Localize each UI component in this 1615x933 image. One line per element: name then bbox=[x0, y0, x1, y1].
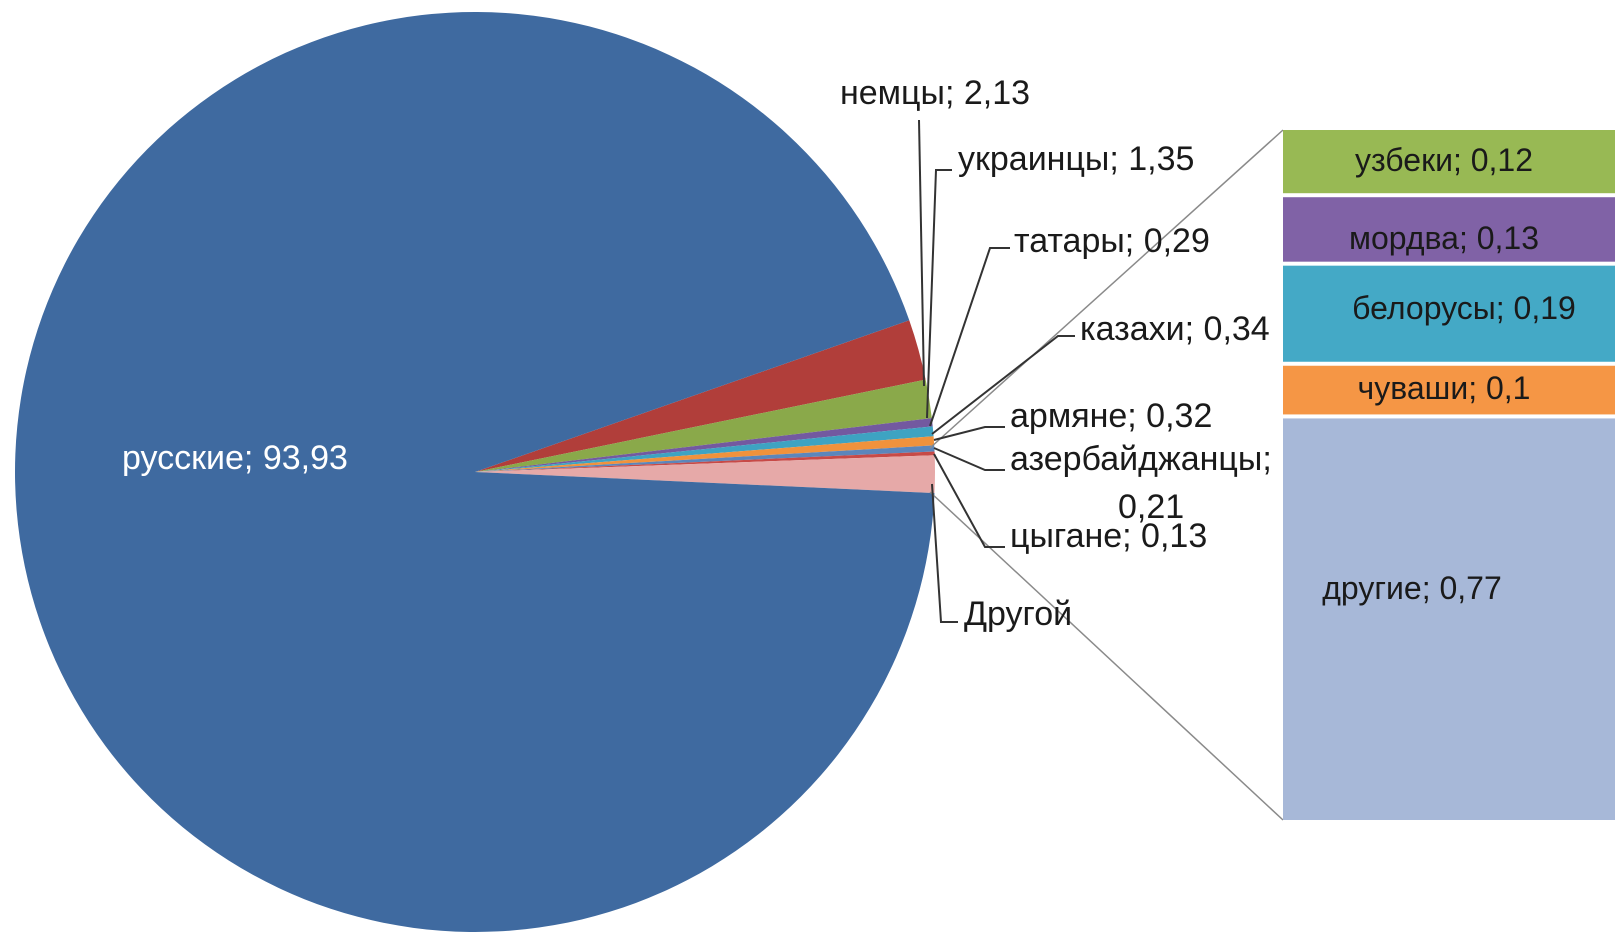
pie-slice-казахи bbox=[475, 426, 934, 472]
pie-slice-украинцы bbox=[475, 379, 932, 472]
leader-nemcy bbox=[918, 119, 925, 387]
leader-armyane bbox=[933, 426, 1005, 441]
leader-cygane bbox=[933, 453, 1005, 548]
bar-segment-чуваши bbox=[1283, 365, 1615, 415]
slice-label-cygane: цыгане; 0,13 bbox=[1010, 517, 1207, 555]
pie-slice-азербайджанцы bbox=[475, 445, 935, 472]
secondary-bar bbox=[1283, 130, 1615, 820]
bar-label-belorusy: белорусы; 0,19 bbox=[1352, 290, 1576, 326]
leader-azerbaidzhancy bbox=[933, 447, 1005, 471]
bar-label-uzbeki: узбеки; 0,12 bbox=[1355, 142, 1533, 178]
bar-label-mordva: мордва; 0,13 bbox=[1349, 220, 1539, 256]
bar-segment-другие bbox=[1283, 418, 1615, 820]
pie-slice-русские bbox=[14, 12, 935, 933]
leader-kazahi bbox=[931, 335, 1075, 435]
pie-slice-татары bbox=[475, 418, 933, 472]
pie-slice-Другой bbox=[475, 455, 935, 494]
bar-segment-белорусы bbox=[1283, 265, 1615, 362]
bar-segment-узбеки bbox=[1283, 130, 1615, 194]
label-leader-lines bbox=[918, 119, 1075, 623]
slice-label-drugoi: Другой bbox=[964, 595, 1072, 633]
slice-label-ukraincy: украинцы; 1,35 bbox=[958, 140, 1194, 178]
connector-top bbox=[929, 129, 1284, 449]
pie-slices bbox=[14, 12, 935, 933]
leader-drugoi bbox=[931, 483, 958, 623]
bar-label-chuvashi: чуваши; 0,1 bbox=[1358, 370, 1531, 406]
bar-segment-мордва bbox=[1283, 197, 1615, 262]
slice-label-armyane: армяне; 0,32 bbox=[1010, 397, 1212, 435]
slice-label-tatary: татары; 0,29 bbox=[1014, 222, 1210, 260]
slice-label-azerbaidzhancy-value: 0,21 bbox=[1118, 488, 1184, 526]
slice-label-russkie: русские; 93,93 bbox=[122, 439, 348, 477]
pie-slice-немцы bbox=[475, 320, 926, 472]
pie-slice-цыгане bbox=[475, 451, 935, 472]
leader-tatary bbox=[929, 247, 1010, 427]
slice-label-nemcy: немцы; 2,13 bbox=[840, 74, 1030, 112]
leader-ukraincy bbox=[926, 169, 952, 419]
slice-label-kazahi: казахи; 0,34 bbox=[1080, 310, 1270, 348]
slice-label-azerbaidzhancy: азербайджанцы; bbox=[1010, 440, 1272, 478]
bar-label-drugie: другие; 0,77 bbox=[1322, 570, 1502, 606]
pie-slice-армяне bbox=[475, 436, 935, 472]
